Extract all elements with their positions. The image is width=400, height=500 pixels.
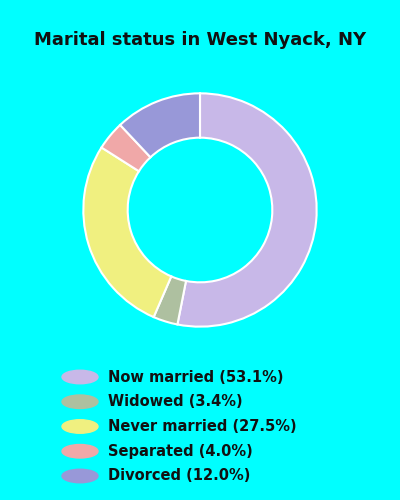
Circle shape [62,420,98,433]
Text: Separated (4.0%): Separated (4.0%) [108,444,253,459]
Wedge shape [102,125,150,171]
Wedge shape [83,148,171,317]
Text: Divorced (12.0%): Divorced (12.0%) [108,468,250,483]
Wedge shape [154,276,186,324]
Circle shape [62,469,98,483]
Wedge shape [120,94,200,158]
Text: Widowed (3.4%): Widowed (3.4%) [108,394,243,409]
Text: Now married (53.1%): Now married (53.1%) [108,370,284,384]
Circle shape [62,444,98,458]
Text: Never married (27.5%): Never married (27.5%) [108,419,297,434]
Wedge shape [178,94,317,326]
Circle shape [62,395,98,408]
Circle shape [62,370,98,384]
Text: Marital status in West Nyack, NY: Marital status in West Nyack, NY [34,31,366,49]
